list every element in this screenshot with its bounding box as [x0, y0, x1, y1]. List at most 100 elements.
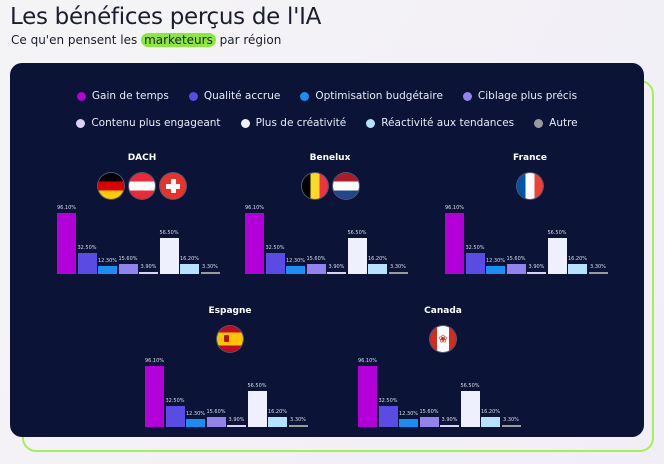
bar-ciblage-plus-précis — [206, 417, 226, 427]
france-flag — [517, 173, 543, 199]
region-dach: DACH 96.10% 32.50% 12.30% 15.60% 3.90% 56.50%… — [57, 153, 227, 274]
bar-value-label: 3.30% — [290, 416, 306, 423]
bar-réactivité-aux-tendances — [568, 263, 587, 274]
legend-swatch — [76, 91, 86, 101]
bar-plus-de-créativité — [347, 237, 367, 274]
bar-plus-de-créativité — [547, 237, 567, 274]
legend-item: Contenu plus engageant — [76, 117, 221, 129]
bar-value-label: 32.50% — [378, 398, 398, 405]
legend-label: Ciblage plus précis — [477, 90, 578, 102]
bar-optimisation-budgétaire — [186, 419, 205, 427]
bar-value-label: 12.30% — [97, 258, 118, 265]
bar-value-label: 15.60% — [206, 409, 226, 416]
bar-ciblage-plus-précis — [419, 417, 439, 427]
region-flags: ❀ — [358, 326, 528, 352]
bar-value-label: 3.30% — [590, 263, 606, 270]
bar-réactivité-aux-tendances — [180, 263, 199, 274]
bar-contenu-plus-engageant — [440, 424, 459, 427]
legend-row-1: Gain de temps Qualité accrue Optimisation … — [10, 90, 644, 102]
bar-optimisation-budgétaire — [399, 419, 418, 427]
subtitle-highlight: marketeurs — [141, 33, 216, 47]
bar-contenu-plus-engageant — [527, 271, 546, 274]
region-flags — [445, 173, 615, 199]
bar-qualité-accrue — [265, 253, 285, 274]
legend-item: Plus de créativité — [240, 117, 347, 129]
bar-gain-de-temps — [445, 212, 464, 274]
bar-gain-de-temps — [145, 365, 164, 427]
legend-label: Plus de créativité — [255, 117, 347, 129]
bar-autre — [501, 424, 521, 427]
bar-contenu-plus-engageant — [327, 271, 346, 274]
bar-value-label: 3.90% — [228, 416, 245, 423]
bar-contenu-plus-engageant — [227, 424, 246, 427]
bar-value-label: 56.50% — [247, 382, 267, 389]
bar-value-label: 32.50% — [465, 245, 485, 252]
belgium-flag — [301, 173, 328, 199]
bar-autre — [388, 271, 408, 274]
legend-label: Qualité accrue — [203, 90, 281, 102]
bar-value-label: 15.60% — [118, 256, 138, 263]
bar-value-label: 16.20% — [480, 408, 501, 415]
bar-value-label: 32.50% — [165, 398, 185, 405]
bar-value-label: 15.60% — [506, 256, 526, 263]
legend-swatch — [534, 118, 544, 128]
bar-value-label: 16.20% — [367, 255, 388, 262]
legend-label: Gain de temps — [91, 90, 169, 102]
bar-value-label: 56.50% — [159, 229, 179, 236]
bar-qualité-accrue — [77, 253, 97, 274]
legend-swatch — [300, 91, 310, 101]
bar-autre — [200, 271, 220, 274]
bar-value-label: 96.10% — [444, 204, 465, 211]
region-title: Benelux — [309, 153, 351, 163]
region-flags — [57, 173, 227, 199]
bar-qualité-accrue — [465, 253, 485, 274]
region-bar-chart: 96.10% 32.50% 12.30% 15.60% 3.90% 56.50% 16.20… — [57, 204, 227, 274]
bar-value-label: 3.90% — [140, 263, 157, 270]
bar-autre — [288, 424, 308, 427]
legend-swatch — [188, 91, 198, 101]
legend-label: Autre — [549, 117, 578, 129]
bar-plus-de-créativité — [159, 237, 179, 274]
bar-optimisation-budgétaire — [98, 266, 117, 274]
legend-label: Réactivité aux tendances — [381, 117, 515, 129]
legend-label: Contenu plus engageant — [91, 117, 221, 129]
bar-value-label: 56.50% — [547, 229, 567, 236]
region-bar-chart: 96.10% 32.50% 12.30% 15.60% 3.90% 56.50% 16.20… — [145, 357, 315, 427]
bar-ciblage-plus-précis — [506, 264, 526, 274]
legend-item: Réactivité aux tendances — [366, 117, 514, 129]
bar-value-label: 3.90% — [528, 263, 545, 270]
chart-card: Gain de temps Qualité accrue Optimisation … — [10, 63, 644, 437]
legend-label: Optimisation budgétaire — [315, 90, 443, 102]
bar-value-label: 3.90% — [441, 416, 458, 423]
bar-value-label: 32.50% — [77, 245, 97, 252]
bar-qualité-accrue — [165, 406, 185, 427]
bar-plus-de-créativité — [460, 390, 480, 427]
spain-flag — [217, 326, 243, 352]
bar-réactivité-aux-tendances — [368, 263, 387, 274]
region-flags — [145, 326, 315, 352]
bar-contenu-plus-engageant — [139, 271, 158, 274]
bar-value-label: 56.50% — [460, 382, 480, 389]
bar-ciblage-plus-précis — [306, 264, 326, 274]
bar-value-label: 16.20% — [267, 408, 288, 415]
bar-value-label: 12.30% — [185, 411, 206, 418]
bar-optimisation-budgétaire — [286, 266, 305, 274]
bar-value-label: 96.10% — [357, 357, 378, 364]
bar-value-label: 12.30% — [398, 411, 419, 418]
bar-value-label: 12.30% — [485, 258, 506, 265]
bar-value-label: 3.30% — [202, 263, 218, 270]
region-title: Espagne — [208, 306, 252, 316]
bar-qualité-accrue — [378, 406, 398, 427]
bar-value-label: 3.30% — [390, 263, 406, 270]
region-benelux: Benelux 96.10% 32.50% 12.30% 15.60% 3.90% 56.… — [245, 153, 415, 274]
subtitle-text-end: par région — [215, 33, 282, 47]
region-flags — [245, 173, 415, 199]
bar-value-label: 3.30% — [503, 416, 519, 423]
germany-flag — [98, 173, 124, 199]
legend-item: Optimisation budgétaire — [300, 90, 443, 102]
bar-value-label: 96.10% — [56, 204, 77, 211]
subtitle-text: Ce qu'en pensent les — [11, 33, 142, 47]
legend-swatch — [462, 91, 472, 101]
region-title: DACH — [127, 153, 157, 163]
bar-réactivité-aux-tendances — [268, 416, 287, 427]
